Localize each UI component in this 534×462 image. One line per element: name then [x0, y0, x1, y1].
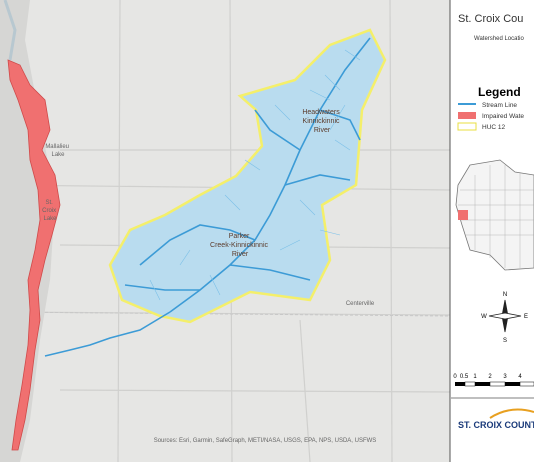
compass — [488, 299, 522, 333]
label-line: Lake — [43, 216, 57, 222]
river-upper — [3, 0, 17, 61]
town-label: Centerville — [346, 301, 375, 307]
label-line: Kinnickinnic — [303, 118, 340, 125]
watershed-label: Headwaters Kinnickinnic River — [302, 109, 341, 134]
label-line: St. — [45, 200, 53, 206]
scale-label: 3 — [503, 374, 507, 380]
lake-label: Mallalieu Lake — [45, 144, 70, 158]
attribution: Sources: Esri, Garmin, SafeGraph, METI/N… — [154, 438, 377, 444]
state-inset — [455, 159, 534, 271]
panel-title: St. Croix Cou — [458, 13, 523, 25]
tributaries — [149, 49, 361, 301]
legend-item: HUC 12 — [482, 124, 506, 131]
legend-swatch — [457, 122, 477, 131]
label-line: River — [232, 251, 249, 258]
compass-label: N — [503, 292, 507, 298]
river-valley — [0, 0, 55, 462]
watershed-label: Parker Creek-Kinnickinnic River — [210, 233, 270, 258]
scale-label: 2 — [488, 374, 492, 380]
scale-label: 0 — [453, 374, 457, 380]
scale-label: 1 — [473, 374, 477, 380]
scale-bar — [455, 381, 534, 387]
compass-label: S — [503, 338, 507, 344]
legend-title: Legend — [478, 85, 521, 99]
scale-label: 0.5 — [460, 374, 469, 380]
county-highlight — [458, 210, 468, 220]
stream-lines — [44, 37, 371, 357]
panel-subtitle: Watershed Locatio — [474, 36, 524, 42]
scale-label: 4 — [518, 374, 522, 380]
legend-item: Impaired Wate — [482, 113, 524, 120]
county-boundary — [0, 311, 450, 317]
legend-item: Stream Line — [482, 102, 517, 109]
label-line: Croix — [42, 208, 56, 214]
legend-swatch — [458, 112, 476, 119]
label-line: River — [314, 127, 331, 134]
logo-swoosh — [489, 408, 534, 419]
label-line: Lake — [51, 152, 65, 158]
compass-label: E — [524, 314, 528, 320]
huc12-watershed — [108, 28, 387, 324]
impaired-water — [7, 59, 61, 451]
label-line: Parker — [229, 233, 250, 240]
label-line: Creek-Kinnickinnic — [210, 242, 268, 249]
compass-label: W — [481, 314, 487, 320]
logo: ST. CROIX COUNT — [458, 420, 534, 430]
label-line: Mallalieu — [45, 144, 69, 150]
label-line: Headwaters — [302, 109, 340, 116]
county-grid — [458, 165, 534, 268]
lake-label: St. Croix Lake — [42, 200, 58, 222]
